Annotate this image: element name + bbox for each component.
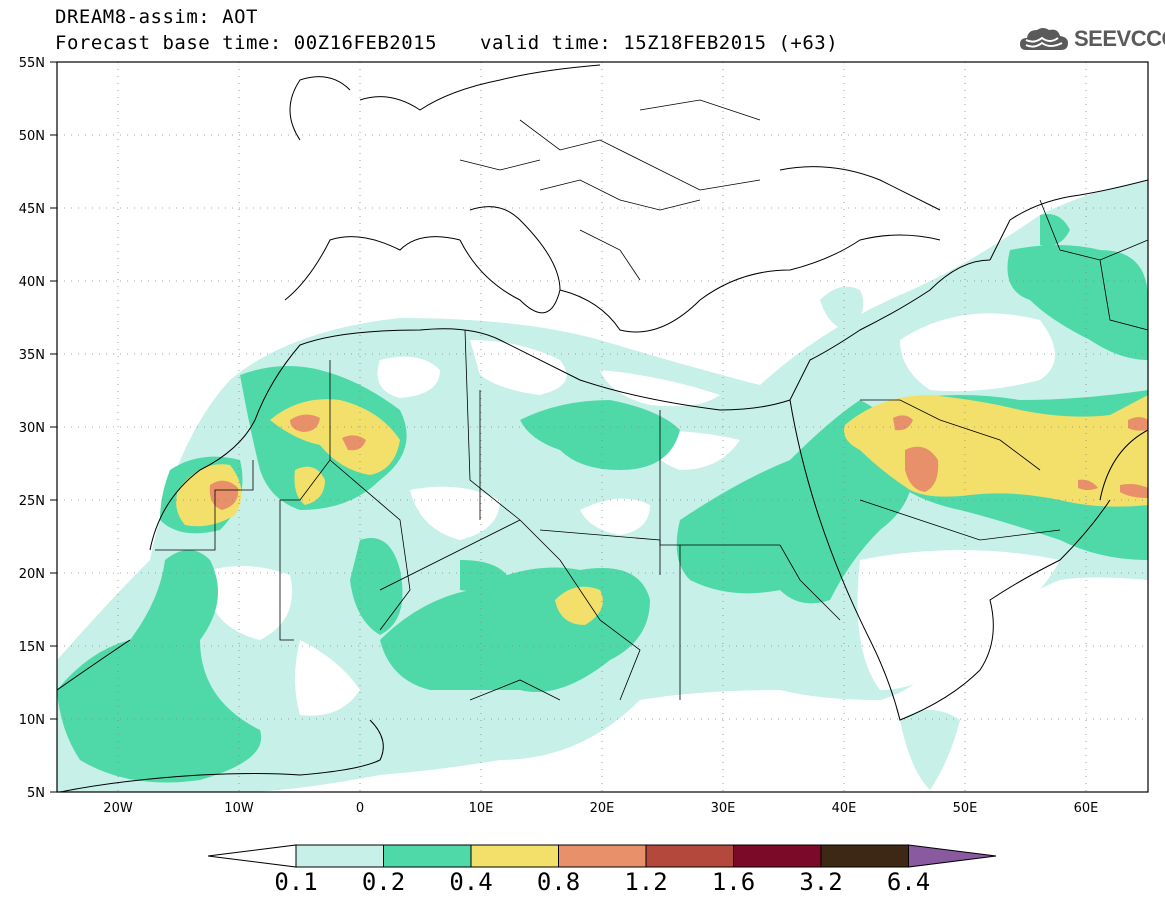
lat-label: 10N — [19, 713, 45, 728]
lat-label: 25N — [19, 494, 45, 509]
lat-label: 5N — [27, 786, 45, 801]
colorbar-label: 3.2 — [799, 868, 843, 896]
colorbar-segment — [820, 844, 909, 868]
lat-label: 50N — [19, 129, 45, 144]
colorbar-segment — [295, 844, 384, 868]
grid-lines — [57, 62, 1148, 792]
aot-contour-0.4 — [176, 395, 1148, 625]
cloud-icon — [1020, 28, 1068, 50]
forecast-base-time: Forecast base time: 00Z16FEB2015 — [55, 32, 438, 54]
lon-label: 10W — [224, 801, 254, 816]
lon-label: 40E — [832, 801, 857, 816]
colorbar-arrow-low — [207, 844, 297, 868]
lon-label: 20E — [590, 801, 615, 816]
lat-label: 35N — [19, 348, 45, 363]
colorbar-segment — [558, 844, 647, 868]
lat-label: 45N — [19, 202, 45, 217]
lat-axis: 5N 10N 15N 20N 25N 30N 35N 40N 45N 50N 5… — [19, 56, 45, 801]
lon-label: 20W — [103, 801, 133, 816]
lat-label: 30N — [19, 421, 45, 436]
colorbar-segment — [645, 844, 734, 868]
colorbar-label: 6.4 — [886, 868, 931, 896]
lon-label: 50E — [953, 801, 978, 816]
colorbar-label: 0.2 — [361, 868, 406, 896]
colorbar-label: 0.1 — [274, 868, 318, 896]
colorbar-segment — [383, 844, 472, 868]
lon-label: 0 — [356, 801, 364, 816]
valid-time: valid time: 15Z18FEB2015 (+63) — [480, 32, 839, 54]
lat-label: 55N — [19, 56, 45, 71]
colorbar-segment — [470, 844, 559, 868]
lat-label: 40N — [19, 275, 45, 290]
lat-ticks — [50, 61, 57, 793]
lat-label: 20N — [19, 567, 45, 582]
colorbar-label: 1.2 — [624, 868, 668, 896]
aot-contour-0.8 — [209, 414, 1148, 510]
colorbar-label: 1.6 — [711, 868, 756, 896]
country-borders — [155, 99, 1148, 701]
lon-label: 10E — [469, 801, 494, 816]
map-title: DREAM8-assim: AOT — [55, 6, 258, 28]
seevccc-logo: SEEVCCC — [1018, 24, 1165, 54]
lat-label: 15N — [19, 640, 45, 655]
colorbar-label: 0.4 — [449, 868, 493, 896]
coastlines — [57, 64, 1148, 792]
colorbar-label: 0.8 — [536, 868, 581, 896]
colorbar — [207, 844, 997, 868]
colorbar-segment — [733, 844, 822, 868]
colorbar-arrow-high — [908, 844, 997, 868]
lon-label: 60E — [1074, 801, 1099, 816]
lon-label: 30E — [711, 801, 736, 816]
lon-axis: 20W 10W 0 10E 20E 30E 40E 50E 60E — [103, 801, 1098, 816]
